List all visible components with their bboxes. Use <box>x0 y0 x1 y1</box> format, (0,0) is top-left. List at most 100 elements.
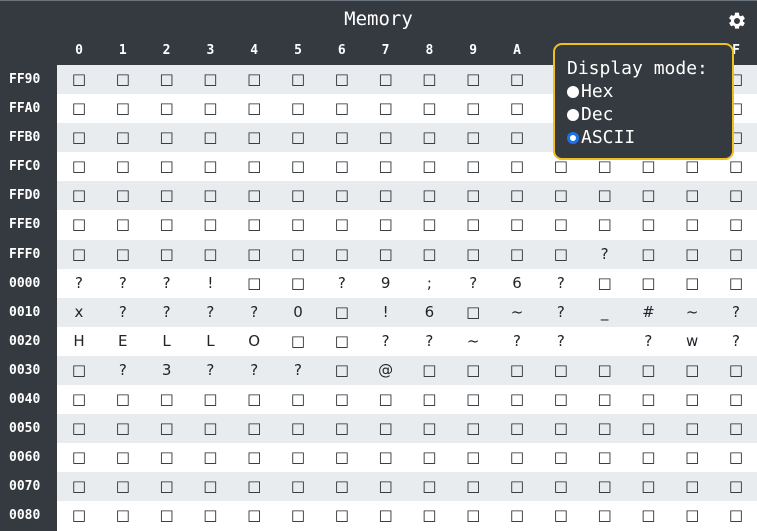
memory-cell[interactable]: □ <box>71 506 87 525</box>
memory-cell[interactable]: ? <box>556 302 565 321</box>
memory-cell[interactable]: ? <box>644 331 653 350</box>
memory-cell[interactable]: □ <box>378 70 393 88</box>
memory-cell[interactable]: □ <box>422 448 437 467</box>
memory-cell[interactable]: ! <box>382 302 389 321</box>
memory-cell[interactable]: □ <box>641 157 656 176</box>
memory-cell[interactable]: ! <box>207 273 214 292</box>
memory-cell[interactable]: □ <box>466 244 481 263</box>
memory-cell[interactable]: 3 <box>161 360 172 379</box>
memory-cell[interactable]: w <box>686 331 699 350</box>
memory-cell[interactable]: □ <box>422 215 437 234</box>
memory-cell[interactable]: □ <box>203 244 218 263</box>
memory-cell[interactable]: □ <box>71 157 87 176</box>
memory-cell[interactable]: □ <box>334 128 349 147</box>
memory-cell[interactable]: □ <box>203 157 218 176</box>
memory-cell[interactable]: □ <box>290 244 306 263</box>
memory-cell[interactable]: ? <box>556 331 565 350</box>
memory-cell[interactable]: 6 <box>424 302 435 321</box>
memory-cell[interactable]: □ <box>641 244 656 263</box>
memory-cell[interactable]: ? <box>118 273 127 292</box>
memory-cell[interactable]: □ <box>159 244 174 263</box>
memory-cell[interactable]: □ <box>115 128 130 147</box>
memory-cell[interactable]: □ <box>290 70 306 88</box>
memory-cell[interactable]: □ <box>247 273 262 292</box>
memory-cell[interactable]: □ <box>203 419 218 438</box>
memory-cell[interactable]: ~ <box>685 302 699 321</box>
memory-cell[interactable]: □ <box>378 244 393 263</box>
display-mode-option-ascii[interactable]: ASCII <box>567 126 732 149</box>
memory-cell[interactable]: □ <box>334 448 349 467</box>
memory-cell[interactable]: □ <box>466 506 481 525</box>
memory-cell[interactable]: □ <box>466 419 481 438</box>
memory-cell[interactable]: ? <box>75 273 83 292</box>
memory-cell[interactable]: □ <box>728 448 744 467</box>
memory-cell[interactable]: O <box>248 331 261 350</box>
memory-cell[interactable]: □ <box>728 477 744 496</box>
memory-cell[interactable]: □ <box>509 186 525 205</box>
memory-cell[interactable]: □ <box>597 360 612 379</box>
memory-cell[interactable]: □ <box>159 506 174 525</box>
memory-cell[interactable]: □ <box>728 157 744 176</box>
memory-cell[interactable]: □ <box>422 244 437 263</box>
memory-cell[interactable]: □ <box>334 331 349 350</box>
memory-cell[interactable] <box>583 327 627 356</box>
memory-cell[interactable]: □ <box>685 157 700 176</box>
memory-cell[interactable]: □ <box>597 448 612 467</box>
memory-cell[interactable]: □ <box>203 186 218 205</box>
memory-cell[interactable]: □ <box>334 419 349 438</box>
memory-cell[interactable]: □ <box>509 157 525 176</box>
memory-cell[interactable]: □ <box>685 273 700 292</box>
display-mode-option-dec[interactable]: Dec <box>567 103 732 126</box>
memory-cell[interactable]: □ <box>290 506 306 525</box>
memory-cell[interactable]: □ <box>641 273 656 292</box>
memory-cell[interactable]: □ <box>290 477 306 496</box>
memory-cell[interactable]: □ <box>71 128 87 147</box>
memory-cell[interactable]: □ <box>378 157 393 176</box>
memory-cell[interactable]: □ <box>553 244 568 263</box>
memory-cell[interactable]: □ <box>71 360 87 379</box>
memory-cell[interactable]: □ <box>378 99 393 118</box>
memory-cell[interactable]: □ <box>334 186 349 205</box>
memory-cell[interactable]: □ <box>597 419 612 438</box>
memory-cell[interactable]: □ <box>203 448 218 467</box>
memory-cell[interactable]: ? <box>381 331 390 350</box>
memory-cell[interactable]: □ <box>509 506 525 525</box>
memory-cell[interactable]: □ <box>159 128 174 147</box>
memory-cell[interactable]: □ <box>422 390 437 409</box>
memory-cell[interactable]: □ <box>290 186 306 205</box>
memory-cell[interactable]: □ <box>641 506 656 525</box>
memory-cell[interactable]: □ <box>685 477 700 496</box>
memory-cell[interactable]: □ <box>597 273 612 292</box>
memory-cell[interactable]: □ <box>247 157 262 176</box>
memory-cell[interactable]: □ <box>290 390 306 409</box>
memory-cell[interactable]: □ <box>159 390 174 409</box>
memory-cell[interactable]: □ <box>422 157 437 176</box>
memory-cell[interactable]: □ <box>159 99 174 118</box>
memory-cell[interactable]: □ <box>728 244 744 263</box>
memory-cell[interactable]: □ <box>641 448 656 467</box>
memory-cell[interactable]: □ <box>203 477 218 496</box>
memory-cell[interactable]: □ <box>685 506 700 525</box>
memory-cell[interactable]: □ <box>115 477 130 496</box>
memory-cell[interactable]: □ <box>553 215 568 234</box>
memory-cell[interactable]: □ <box>159 70 174 88</box>
memory-cell[interactable]: □ <box>203 70 218 88</box>
memory-cell[interactable]: □ <box>509 99 525 118</box>
memory-cell[interactable]: _ <box>600 302 609 321</box>
memory-cell[interactable]: □ <box>115 157 130 176</box>
memory-cell[interactable]: □ <box>71 215 87 234</box>
memory-cell[interactable]: □ <box>247 506 262 525</box>
memory-cell[interactable]: □ <box>685 215 700 234</box>
memory-cell[interactable]: L <box>162 331 171 350</box>
memory-cell[interactable]: □ <box>466 477 481 496</box>
memory-cell[interactable]: □ <box>203 215 218 234</box>
memory-cell[interactable]: □ <box>115 390 130 409</box>
memory-cell[interactable]: □ <box>247 244 262 263</box>
memory-cell[interactable]: □ <box>378 419 393 438</box>
memory-cell[interactable]: □ <box>466 215 481 234</box>
memory-cell[interactable]: L <box>206 331 215 350</box>
memory-cell[interactable]: □ <box>247 419 262 438</box>
memory-cell[interactable]: □ <box>728 506 744 525</box>
memory-cell[interactable]: □ <box>247 128 262 147</box>
memory-cell[interactable]: ; <box>426 273 432 292</box>
